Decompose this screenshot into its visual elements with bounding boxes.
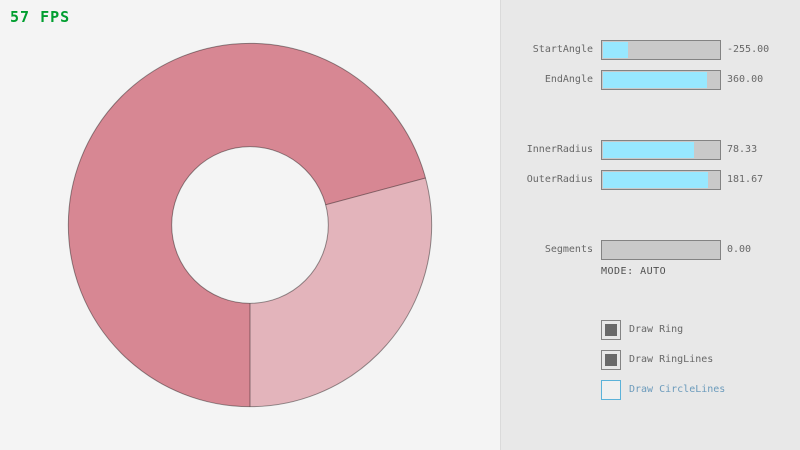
ring-inner-outline [171,146,329,304]
checkbox-row-draw-ring: Draw Ring [501,320,800,340]
slider-row-outerradius: OuterRadius 181.67 [501,170,800,190]
ring-outer-outline [67,42,433,408]
slider-label-outerradius: OuterRadius [526,174,593,185]
slider-label-innerradius: InnerRadius [526,144,593,155]
slider-segments[interactable] [601,240,721,260]
slider-innerradius[interactable] [601,140,721,160]
slider-value-innerradius: 78.33 [727,144,758,155]
slider-row-segments: Segments 0.00 [501,240,800,260]
ring-chart [67,42,433,408]
checkbox-draw-ringlines[interactable] [601,350,621,370]
slider-row-startangle: StartAngle -255.00 [501,40,800,60]
checkbox-label-draw-ringlines: Draw RingLines [629,354,714,365]
slider-outerradius[interactable] [601,170,721,190]
slider-value-segments: 0.00 [727,244,752,255]
slider-fill [603,172,709,188]
checkmark [605,354,617,366]
slider-row-endangle: EndAngle 360.00 [501,70,800,90]
slider-fill [603,72,708,88]
checkbox-draw-circlelines[interactable] [601,380,621,400]
checkmark [605,384,617,396]
checkbox-label-draw-circlelines: Draw CircleLines [629,384,726,395]
mode-label: MODE: AUTO [601,266,667,277]
slider-label-endangle: EndAngle [544,74,593,85]
slider-value-outerradius: 181.67 [727,174,764,185]
checkbox-label-draw-ring: Draw Ring [629,324,684,335]
slider-label-segments: Segments [544,244,593,255]
control-panel: StartAngle -255.00 EndAngle 360.00 Inner… [500,0,800,450]
ring-overlap-sector [68,43,426,407]
slider-value-endangle: 360.00 [727,74,764,85]
slider-value-startangle: -255.00 [727,44,770,55]
slider-fill [603,142,694,158]
slider-label-startangle: StartAngle [532,44,593,55]
checkbox-row-draw-ringlines: Draw RingLines [501,350,800,370]
slider-startangle[interactable] [601,40,721,60]
slider-fill [603,42,629,58]
ring-base [68,43,432,407]
ring-end-angle-line [325,177,426,206]
slider-endangle[interactable] [601,70,721,90]
fps-counter: 57 FPS [10,8,71,26]
checkmark [605,324,617,336]
checkbox-draw-ring[interactable] [601,320,621,340]
checkbox-row-draw-circlelines: Draw CircleLines [501,380,800,400]
slider-row-innerradius: InnerRadius 78.33 [501,140,800,160]
